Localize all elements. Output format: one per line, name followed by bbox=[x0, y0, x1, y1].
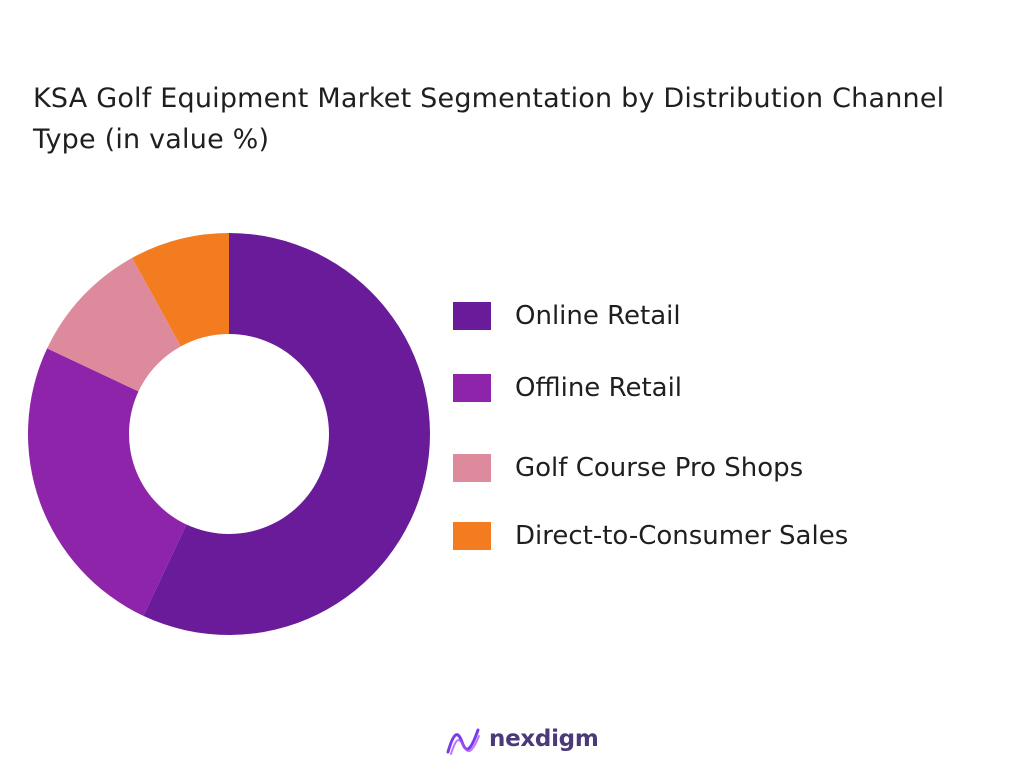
nexdigm-logo-icon bbox=[446, 728, 480, 755]
legend-swatch-offline-retail bbox=[453, 374, 491, 402]
brand-name: nexdigm bbox=[489, 726, 599, 752]
legend-label-online-retail: Online Retail bbox=[515, 301, 681, 331]
slice-direct-to-consumer-sales bbox=[132, 233, 229, 347]
legend-label-golf-course-pro-shops: Golf Course Pro Shops bbox=[515, 453, 804, 483]
slice-offline-retail bbox=[27, 348, 187, 616]
legend-swatch-golf-course-pro-shops bbox=[453, 454, 491, 482]
legend-label-offline-retail: Offline Retail bbox=[515, 373, 683, 403]
chart-title: KSA Golf Equipment Market Segmentation b… bbox=[33, 83, 945, 155]
slice-golf-course-pro-shops bbox=[47, 257, 181, 392]
legend-swatch-online-retail bbox=[453, 302, 491, 330]
legend-label-direct-to-consumer-sales: Direct-to-Consumer Sales bbox=[515, 521, 849, 551]
slice-online-retail bbox=[143, 233, 431, 636]
brand-logo: nexdigm bbox=[445, 723, 605, 759]
donut-slices bbox=[27, 233, 431, 636]
legend-swatch-direct-to-consumer-sales bbox=[453, 522, 491, 550]
